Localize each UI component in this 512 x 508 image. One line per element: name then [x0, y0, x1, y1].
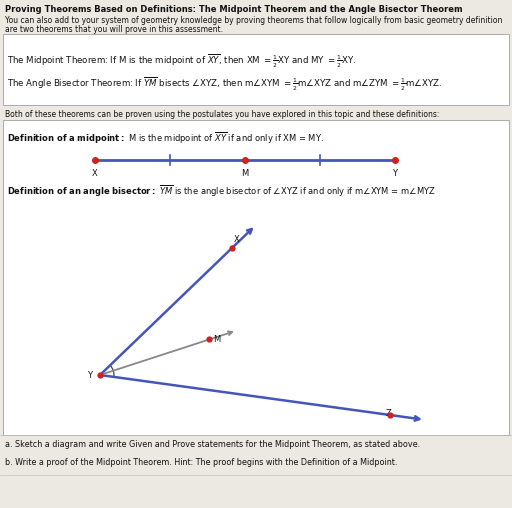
Text: M: M — [214, 335, 221, 344]
Text: Y: Y — [393, 169, 397, 178]
Text: M: M — [241, 169, 249, 178]
Text: X: X — [92, 169, 98, 178]
Text: are two theorems that you will prove in this assessment.: are two theorems that you will prove in … — [5, 25, 223, 34]
Text: Y: Y — [87, 370, 92, 379]
Text: The Angle Bisector Theorem: If $\overline{YM}$ bisects $\angle$XYZ, then m$\angl: The Angle Bisector Theorem: If $\overlin… — [7, 76, 442, 93]
Text: Both of these theorems can be proven using the postulates you have explored in t: Both of these theorems can be proven usi… — [5, 110, 439, 119]
Text: Proving Theorems Based on Definitions: The Midpoint Theorem and the Angle Bisect: Proving Theorems Based on Definitions: T… — [5, 5, 463, 14]
Text: X: X — [234, 235, 240, 244]
Bar — [3, 120, 509, 435]
Text: The Midpoint Theorem: If M is the midpoint of $\overline{XY}$, then XM $= \frac{: The Midpoint Theorem: If M is the midpoi… — [7, 53, 356, 70]
Text: $\mathbf{Definition\ of\ an\ angle\ bisector:}$ $\overline{YM}$ is the angle bis: $\mathbf{Definition\ of\ an\ angle\ bise… — [7, 184, 436, 199]
Text: You can also add to your system of geometry knowledge by proving theorems that f: You can also add to your system of geome… — [5, 16, 502, 25]
Bar — [3, 34, 509, 105]
Text: $\mathbf{Definition\ of\ a\ midpoint:}$ M is the midpoint of $\overline{XY}$ if : $\mathbf{Definition\ of\ a\ midpoint:}$ … — [7, 131, 324, 146]
Text: a. Sketch a diagram and write Given and Prove statements for the Midpoint Theore: a. Sketch a diagram and write Given and … — [5, 440, 420, 449]
Text: Z: Z — [385, 409, 391, 418]
Text: b. Write a proof of the Midpoint Theorem. Hint: The proof begins with the Defini: b. Write a proof of the Midpoint Theorem… — [5, 458, 397, 467]
